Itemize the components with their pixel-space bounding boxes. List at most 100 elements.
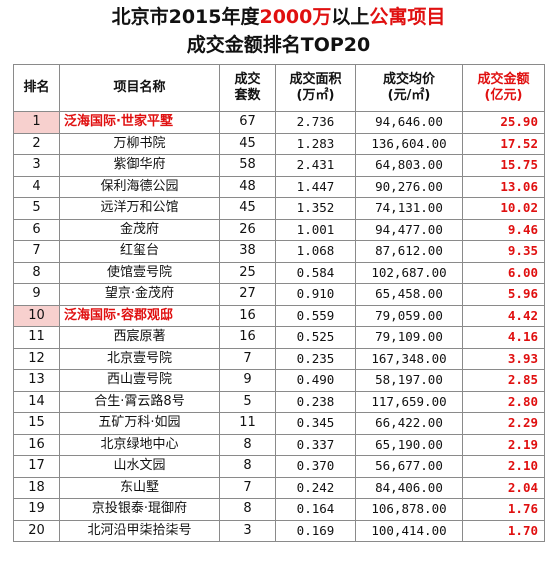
price-cell: 79,109.00 (355, 326, 463, 349)
header-sets-line1: 成交 (234, 72, 261, 87)
project-name-cell: 北河沿甲柒拾柒号 (59, 519, 220, 542)
header-rank: 排名 (13, 64, 60, 112)
amount-cell: 2.04 (462, 476, 545, 499)
amount-cell: 2.10 (462, 455, 545, 478)
area-cell: 0.370 (275, 455, 356, 478)
amount-cell: 1.76 (462, 498, 545, 521)
table-row: 11 西宸原著 16 0.525 79,109.00 4.16 (13, 326, 545, 349)
table-row: 6 金茂府 26 1.001 94,477.00 9.46 (13, 218, 545, 241)
table-row: 5 远洋万和公馆 45 1.352 74,131.00 10.02 (13, 197, 545, 220)
rank-cell: 14 (13, 390, 60, 413)
sets-cell: 26 (219, 218, 276, 241)
sets-cell: 7 (219, 347, 276, 370)
project-name-cell: 东山墅 (59, 476, 220, 499)
area-cell: 0.235 (275, 347, 356, 370)
sets-cell: 5 (219, 390, 276, 413)
amount-cell: 15.75 (462, 154, 545, 177)
header-price-line1: 成交均价 (382, 72, 435, 87)
amount-cell: 25.90 (462, 111, 545, 134)
project-name-cell: 保利海德公园 (59, 175, 220, 198)
table-row: 7 红玺台 38 1.068 87,612.00 9.35 (13, 240, 545, 263)
page-title: 北京市2015年度2000万以上公寓项目 (0, 4, 557, 30)
project-name-cell: 万柳书院 (59, 132, 220, 155)
price-cell: 58,197.00 (355, 369, 463, 392)
header-amount-line1: 成交金额 (477, 72, 530, 87)
area-cell: 0.169 (275, 519, 356, 542)
amount-cell: 2.29 (462, 412, 545, 435)
area-cell: 2.736 (275, 111, 356, 134)
project-name-cell: 泛海国际·世家平墅 (59, 111, 220, 134)
table-row: 2 万柳书院 45 1.283 136,604.00 17.52 (13, 132, 545, 155)
table-body: 1 泛海国际·世家平墅 67 2.736 94,646.00 25.90 2 万柳书院 45 1.… (13, 111, 545, 542)
rank-cell: 13 (13, 369, 60, 392)
title-middle: 以上 (331, 6, 370, 28)
price-cell: 74,131.00 (355, 197, 463, 220)
project-name-cell: 北京绿地中心 (59, 433, 220, 456)
table-row: 19 京投银泰·琨御府 8 0.164 106,878.00 1.76 (13, 498, 545, 521)
price-cell: 79,059.00 (355, 304, 463, 327)
price-cell: 65,190.00 (355, 433, 463, 456)
amount-cell: 1.70 (462, 519, 545, 542)
rank-cell: 12 (13, 347, 60, 370)
page-subtitle: 成交金额排名TOP20 (186, 34, 371, 56)
table-header-row: 排名 项目名称 成交 套数 成交面积 (万㎡) 成交均价 (元/㎡) 成交金额 (亿元) (13, 64, 545, 112)
amount-cell: 2.19 (462, 433, 545, 456)
price-cell: 102,687.00 (355, 261, 463, 284)
rank-cell: 15 (13, 412, 60, 435)
sets-cell: 7 (219, 476, 276, 499)
rank-cell: 3 (13, 154, 60, 177)
rank-cell: 9 (13, 283, 60, 306)
sets-cell: 67 (219, 111, 276, 134)
table-row: 16 北京绿地中心 8 0.337 65,190.00 2.19 (13, 433, 545, 456)
amount-cell: 17.52 (462, 132, 545, 155)
project-name-cell: 北京壹号院 (59, 347, 220, 370)
sets-cell: 3 (219, 519, 276, 542)
project-name-cell: 使馆壹号院 (59, 261, 220, 284)
amount-cell: 10.02 (462, 197, 545, 220)
sets-cell: 16 (219, 326, 276, 349)
area-cell: 0.525 (275, 326, 356, 349)
amount-cell: 2.85 (462, 369, 545, 392)
area-cell: 1.283 (275, 132, 356, 155)
rank-cell: 18 (13, 476, 60, 499)
area-cell: 1.352 (275, 197, 356, 220)
area-cell: 0.345 (275, 412, 356, 435)
price-cell: 65,458.00 (355, 283, 463, 306)
rank-cell: 2 (13, 132, 60, 155)
amount-cell: 3.93 (462, 347, 545, 370)
area-cell: 0.490 (275, 369, 356, 392)
price-cell: 167,348.00 (355, 347, 463, 370)
price-cell: 94,477.00 (355, 218, 463, 241)
rank-cell: 17 (13, 455, 60, 478)
amount-cell: 2.80 (462, 390, 545, 413)
amount-cell: 5.96 (462, 283, 545, 306)
table-row: 15 五矿万科·如园 11 0.345 66,422.00 2.29 (13, 412, 545, 435)
sets-cell: 8 (219, 455, 276, 478)
header-name: 项目名称 (59, 64, 220, 112)
sets-cell: 9 (219, 369, 276, 392)
amount-cell: 13.06 (462, 175, 545, 198)
rank-cell: 20 (13, 519, 60, 542)
sets-cell: 16 (219, 304, 276, 327)
header-price-line2: (元/㎡) (387, 88, 431, 103)
price-cell: 136,604.00 (355, 132, 463, 155)
project-name-cell: 西山壹号院 (59, 369, 220, 392)
header-area-line2: (万㎡) (296, 88, 335, 103)
area-cell: 0.559 (275, 304, 356, 327)
area-cell: 0.337 (275, 433, 356, 456)
price-cell: 56,677.00 (355, 455, 463, 478)
header-amount: 成交金额 (亿元) (462, 64, 545, 112)
table-row: 1 泛海国际·世家平墅 67 2.736 94,646.00 25.90 (13, 111, 545, 134)
rank-cell: 5 (13, 197, 60, 220)
project-name-cell: 望京·金茂府 (59, 283, 220, 306)
table-row: 17 山水文园 8 0.370 56,677.00 2.10 (13, 455, 545, 478)
table-row: 18 东山墅 7 0.242 84,406.00 2.04 (13, 476, 545, 499)
area-cell: 0.910 (275, 283, 356, 306)
table-row: 20 北河沿甲柒拾柒号 3 0.169 100,414.00 1.70 (13, 519, 545, 542)
rank-cell: 16 (13, 433, 60, 456)
table-row: 4 保利海德公园 48 1.447 90,276.00 13.06 (13, 175, 545, 198)
sets-cell: 11 (219, 412, 276, 435)
area-cell: 1.068 (275, 240, 356, 263)
header-price: 成交均价 (元/㎡) (355, 64, 463, 112)
